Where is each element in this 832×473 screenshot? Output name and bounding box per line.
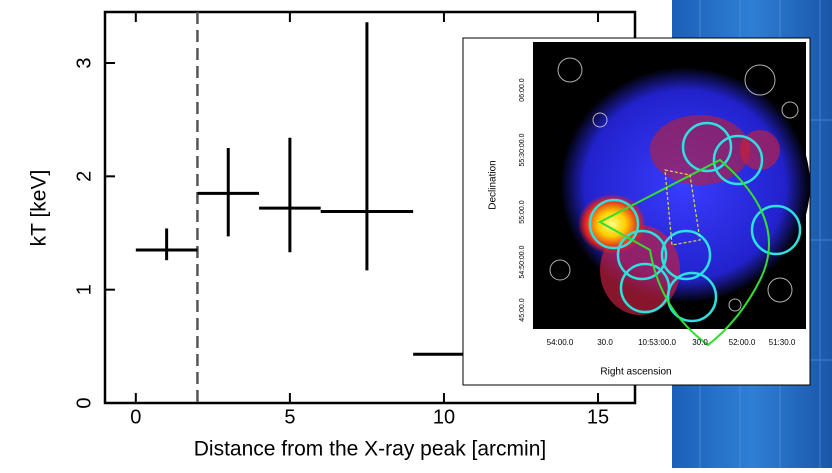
inset-y-tick-label: 54:50:00.0 bbox=[519, 245, 526, 278]
inset-y-tick-label: 45:00.0 bbox=[519, 298, 526, 321]
inset-x-tick-label: 52:00.0 bbox=[729, 338, 756, 347]
page: {"chart_data": {"type": "errorbar", "x_l… bbox=[0, 0, 832, 468]
inset-y-tick-label: 55:30:00.0 bbox=[519, 133, 526, 166]
x-tick-label: 10 bbox=[433, 406, 455, 428]
x-tick-label: 5 bbox=[284, 406, 295, 428]
inset-x-tick-label: 51:30.0 bbox=[769, 338, 796, 347]
inset-image: Declination Right ascension 54:00.0 30.0 1… bbox=[463, 38, 810, 385]
inset-x-tick-label: 30.0 bbox=[597, 338, 613, 347]
y-tick-label: 2 bbox=[73, 171, 95, 182]
inset-x-tick-label: 10:53:00.0 bbox=[638, 338, 676, 347]
inset-x-label: Right ascension bbox=[600, 367, 671, 378]
inset-x-tick-label: 30.0 bbox=[692, 338, 708, 347]
x-axis-label: Distance from the X-ray peak [arcmin] bbox=[194, 438, 546, 461]
inset-y-tick-label: 55:00.0 bbox=[519, 200, 526, 223]
y-tick-label: 0 bbox=[73, 397, 95, 408]
inset-y-tick-label: 06:00.0 bbox=[519, 78, 526, 101]
slide: 0 5 10 15 0 1 2 3 Distance from the X-ray peak [… bbox=[0, 0, 832, 468]
y-tick-label: 1 bbox=[73, 284, 95, 295]
x-tick-label: 15 bbox=[587, 406, 609, 428]
y-tick-label: 3 bbox=[73, 57, 95, 68]
x-tick-label: 0 bbox=[130, 406, 141, 428]
inset-x-tick-label: 54:00.0 bbox=[547, 338, 574, 347]
y-axis-label: kT [keV] bbox=[28, 170, 51, 247]
inset-y-label: Declination bbox=[488, 160, 499, 209]
